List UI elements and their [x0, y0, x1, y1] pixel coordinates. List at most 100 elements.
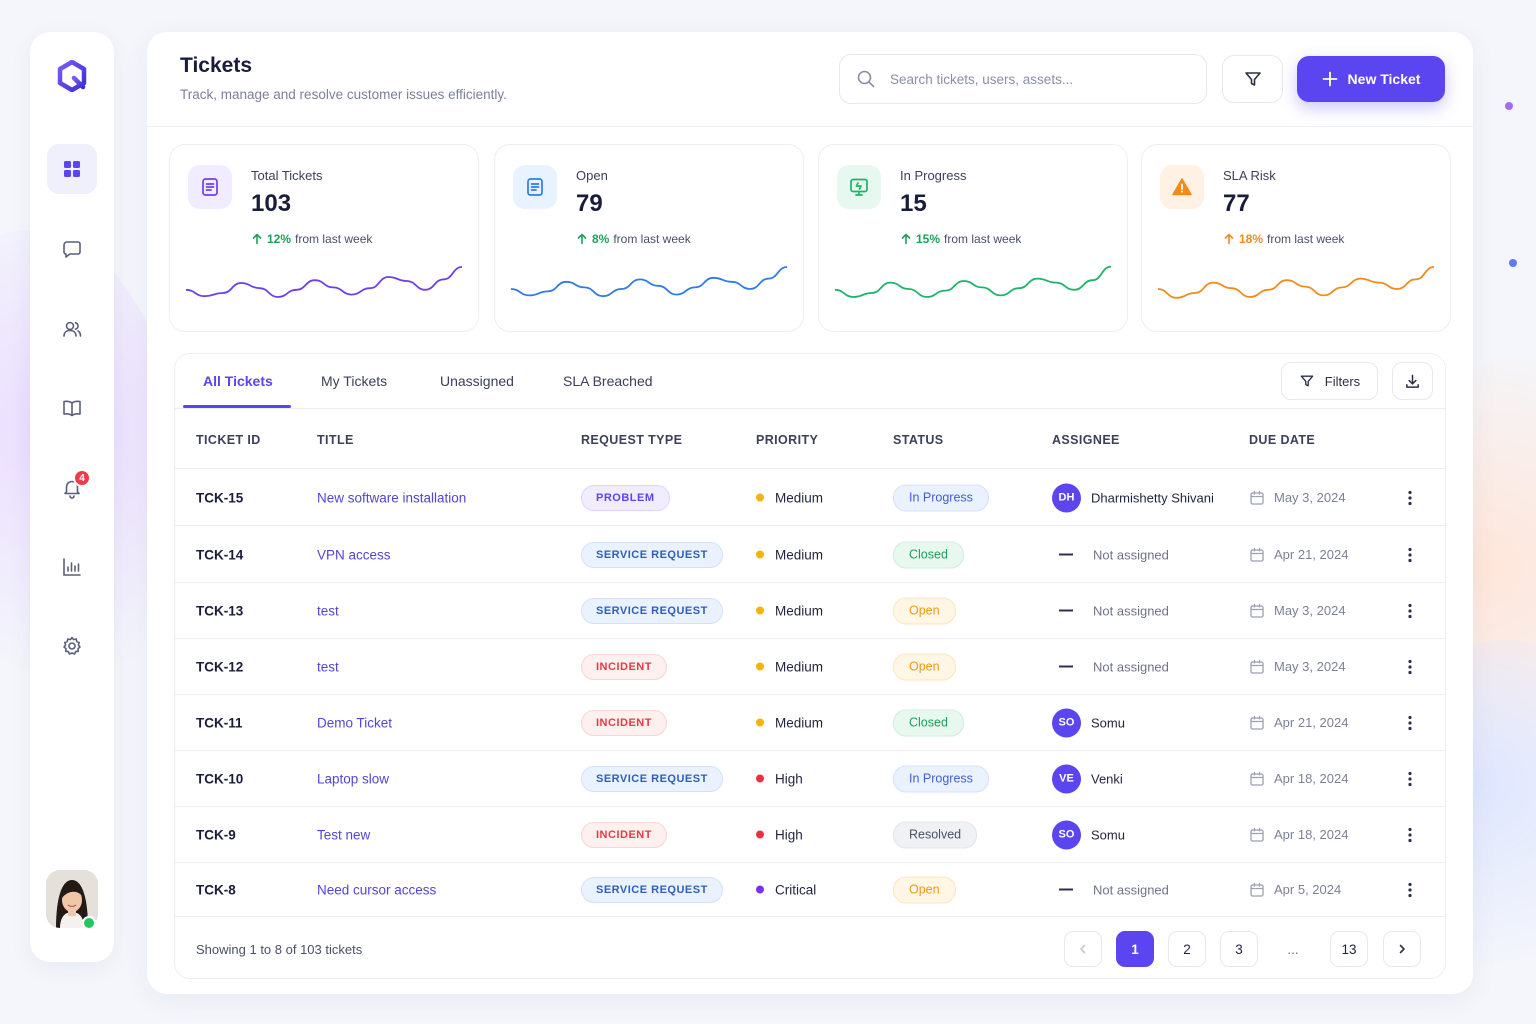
column-header-ticket-id[interactable]: TICKET ID	[196, 433, 261, 447]
ticket-title-link[interactable]: Demo Ticket	[317, 715, 393, 730]
table-row[interactable]: TCK-15 New software installation PROBLEM…	[175, 470, 1445, 526]
assignee-name: Somu	[1091, 827, 1125, 842]
tab-unassigned[interactable]: Unassigned	[440, 373, 514, 389]
request-type-badge: INCIDENT	[581, 653, 667, 680]
calendar-icon	[1250, 882, 1264, 897]
active-tab-indicator	[183, 405, 291, 408]
row-more-button[interactable]	[1400, 825, 1420, 845]
pagination-page-13[interactable]: 13	[1330, 931, 1368, 967]
priority-dot-icon	[756, 606, 764, 615]
assignee-cell: Not assigned	[1052, 659, 1169, 674]
row-more-button[interactable]	[1400, 488, 1420, 508]
notification-badge: 4	[73, 469, 91, 487]
arrow-up-icon	[901, 233, 911, 245]
stat-card-total-tickets[interactable]: Total Tickets 103 12% from last week	[169, 144, 479, 332]
bar-chart-icon	[63, 558, 81, 576]
sidebar-item-knowledge-base[interactable]	[47, 383, 97, 433]
pagination-page-2[interactable]: 2	[1168, 931, 1206, 967]
ticket-title-link[interactable]: New software installation	[317, 490, 467, 505]
ticket-title-link[interactable]: VPN access	[317, 547, 391, 562]
gear-icon	[63, 636, 81, 655]
status-badge: Open	[893, 653, 956, 680]
warning-icon	[1171, 176, 1193, 198]
stat-label: In Progress	[900, 168, 967, 183]
column-header-assignee[interactable]: ASSIGNEE	[1052, 433, 1120, 447]
page-subtitle: Track, manage and resolve customer issue…	[180, 87, 507, 102]
ticket-id: TCK-10	[196, 771, 244, 786]
ticket-id: TCK-9	[196, 827, 236, 842]
decor-dot	[1509, 259, 1517, 267]
filter-button[interactable]	[1222, 55, 1283, 103]
search-input[interactable]	[890, 71, 1180, 87]
stat-card-open[interactable]: Open 79 8% from last week	[494, 144, 804, 332]
stat-card-in-progress[interactable]: In Progress 15 15% from last week	[818, 144, 1128, 332]
due-date: Apr 18, 2024	[1274, 771, 1349, 786]
tab-sla-breached[interactable]: SLA Breached	[563, 373, 653, 389]
ticket-id: TCK-11	[196, 715, 243, 730]
priority-label: Medium	[775, 603, 824, 618]
ticket-title-link[interactable]: test	[317, 603, 339, 618]
new-ticket-button[interactable]: New Ticket	[1297, 56, 1445, 102]
filters-button[interactable]: Filters	[1281, 362, 1378, 400]
header-divider	[147, 126, 1473, 127]
stat-icon-box	[513, 165, 557, 209]
tab-my-tickets[interactable]: My Tickets	[321, 373, 388, 389]
document-icon	[199, 176, 221, 198]
ticket-title-link[interactable]: Test new	[317, 827, 371, 842]
due-date: May 3, 2024	[1274, 603, 1346, 618]
column-header-status[interactable]: STATUS	[893, 433, 944, 447]
ticket-tabs: All Tickets My Tickets Unassigned SLA Br…	[175, 354, 1445, 409]
assignee-cell: DH Dharmishetty Shivani	[1052, 483, 1214, 512]
table-row[interactable]: TCK-8 Need cursor access SERVICE REQUEST…	[175, 863, 1445, 917]
stat-label: Total Tickets	[251, 168, 323, 183]
pagination-page-3[interactable]: 3	[1220, 931, 1258, 967]
row-more-button[interactable]	[1400, 601, 1420, 621]
stat-card-sla-risk[interactable]: SLA Risk 77 18% from last week	[1141, 144, 1451, 332]
table-row[interactable]: TCK-10 Laptop slow SERVICE REQUEST High …	[175, 751, 1445, 807]
sidebar-item-messages[interactable]	[47, 224, 97, 274]
sidebar-item-users[interactable]	[47, 304, 97, 354]
due-date: Apr 21, 2024	[1274, 715, 1349, 730]
row-more-button[interactable]	[1400, 657, 1420, 677]
user-avatar[interactable]	[46, 870, 98, 928]
row-more-button[interactable]	[1400, 880, 1420, 900]
assignee-name: Venki	[1091, 771, 1123, 786]
download-button[interactable]	[1392, 362, 1433, 400]
status-badge: Closed	[893, 709, 964, 736]
column-header-title[interactable]: TITLE	[317, 433, 354, 447]
ticket-title-link[interactable]: test	[317, 659, 339, 674]
pagination-prev-button[interactable]	[1064, 931, 1102, 967]
chevron-left-icon	[1080, 944, 1086, 954]
row-more-button[interactable]	[1400, 713, 1420, 733]
pagination-next-button[interactable]	[1383, 931, 1421, 967]
table-row[interactable]: TCK-9 Test new INCIDENT High Resolved SO…	[175, 807, 1445, 863]
ticket-title-link[interactable]: Need cursor access	[317, 882, 437, 897]
pagination-page-1[interactable]: 1	[1116, 931, 1154, 967]
row-more-button[interactable]	[1400, 769, 1420, 789]
due-date-cell: Apr 18, 2024	[1249, 827, 1348, 843]
calendar-icon	[1250, 490, 1264, 505]
table-row[interactable]: TCK-11 Demo Ticket INCIDENT Medium Close…	[175, 695, 1445, 751]
stat-icon-box	[1160, 165, 1204, 209]
table-row[interactable]: TCK-14 VPN access SERVICE REQUEST Medium…	[175, 527, 1445, 583]
table-row[interactable]: TCK-12 test INCIDENT Medium Open Not ass…	[175, 639, 1445, 695]
search-box[interactable]	[839, 54, 1207, 104]
sidebar-item-settings[interactable]	[47, 621, 97, 671]
column-header-due-date[interactable]: DUE DATE	[1249, 433, 1316, 447]
more-vertical-icon	[1408, 659, 1412, 674]
more-vertical-icon	[1408, 771, 1412, 786]
ticket-title-link[interactable]: Laptop slow	[317, 771, 390, 786]
assignee-cell: SO Somu	[1052, 708, 1125, 737]
sidebar-item-reports[interactable]	[47, 542, 97, 592]
column-header-priority[interactable]: PRIORITY	[756, 433, 819, 447]
sidebar-item-notifications[interactable]: 4	[47, 463, 97, 513]
priority-cell: Medium	[756, 547, 823, 562]
tab-all-tickets[interactable]: All Tickets	[203, 373, 273, 389]
logo-icon	[57, 60, 87, 92]
status-badge: Open	[893, 597, 956, 624]
sidebar-item-dashboard[interactable]	[47, 144, 97, 194]
more-vertical-icon	[1408, 882, 1412, 897]
row-more-button[interactable]	[1400, 545, 1420, 565]
column-header-request-type[interactable]: REQUEST TYPE	[581, 433, 683, 447]
table-row[interactable]: TCK-13 test SERVICE REQUEST Medium Open …	[175, 583, 1445, 639]
